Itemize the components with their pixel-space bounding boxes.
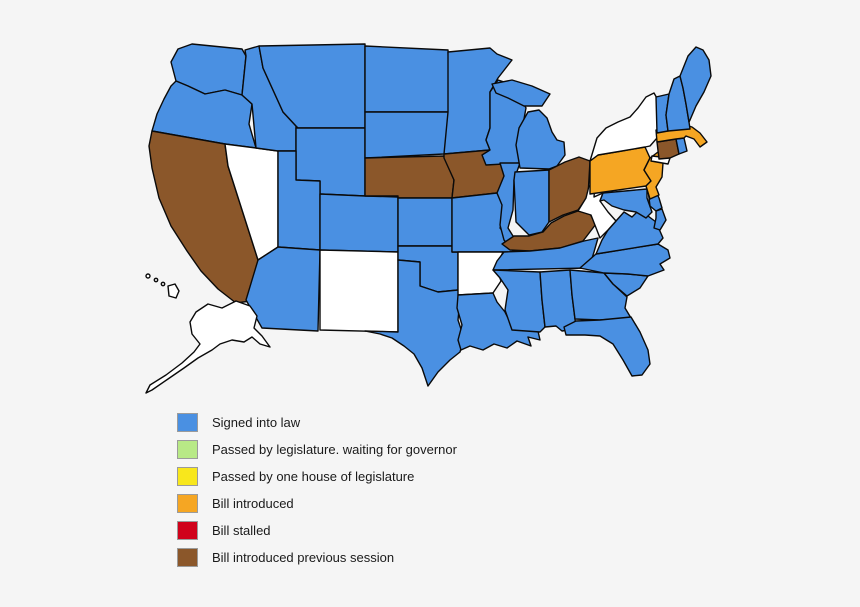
legend-label: Signed into law <box>212 414 301 430</box>
legend-swatch <box>177 439 198 459</box>
state-ne: Nebraska <box>364 155 455 199</box>
legend-item: Bill stalled <box>177 520 457 540</box>
state-fl: Florida <box>563 316 651 377</box>
legend-swatch <box>177 412 198 432</box>
legend-label: Passed by legislature. waiting for gover… <box>212 441 457 457</box>
legend-label: Bill introduced previous session <box>212 549 395 565</box>
legend-swatch <box>177 466 198 486</box>
legend-label: Bill introduced <box>212 495 294 511</box>
state-me: Maine <box>679 46 712 123</box>
legend-swatch <box>177 493 198 513</box>
state-nm: New Mexico <box>319 249 399 333</box>
state-ak: Alaska <box>145 300 271 394</box>
legend-item: Bill introduced <box>177 493 457 513</box>
states-layer: Washington Oregon California Nevada Idah… <box>145 43 712 394</box>
state-nd: North Dakota <box>364 45 451 113</box>
legend: Signed into law Passed by legislature. w… <box>177 412 457 567</box>
legend-item: Passed by one house of legislature <box>177 466 457 486</box>
state-tn: Tennessee <box>492 237 599 271</box>
legend-item: Passed by legislature. waiting for gover… <box>177 439 457 459</box>
state-or: Oregon <box>151 80 257 149</box>
legend-item: Bill introduced previous session <box>177 547 457 567</box>
legend-label: Passed by one house of legislature <box>212 468 415 484</box>
state-co: Colorado <box>319 193 399 253</box>
state-in: Indiana <box>513 169 550 236</box>
state-sd: South Dakota <box>364 111 456 159</box>
state-hi: Hawaii <box>145 273 180 299</box>
state-tx: Texas <box>364 259 465 387</box>
state-ks: Kansas <box>397 197 453 247</box>
state-md: Maryland <box>599 188 667 231</box>
legend-swatch <box>177 520 198 540</box>
legend-item: Signed into law <box>177 412 457 432</box>
legend-swatch <box>177 547 198 567</box>
legend-label: Bill stalled <box>212 522 271 538</box>
